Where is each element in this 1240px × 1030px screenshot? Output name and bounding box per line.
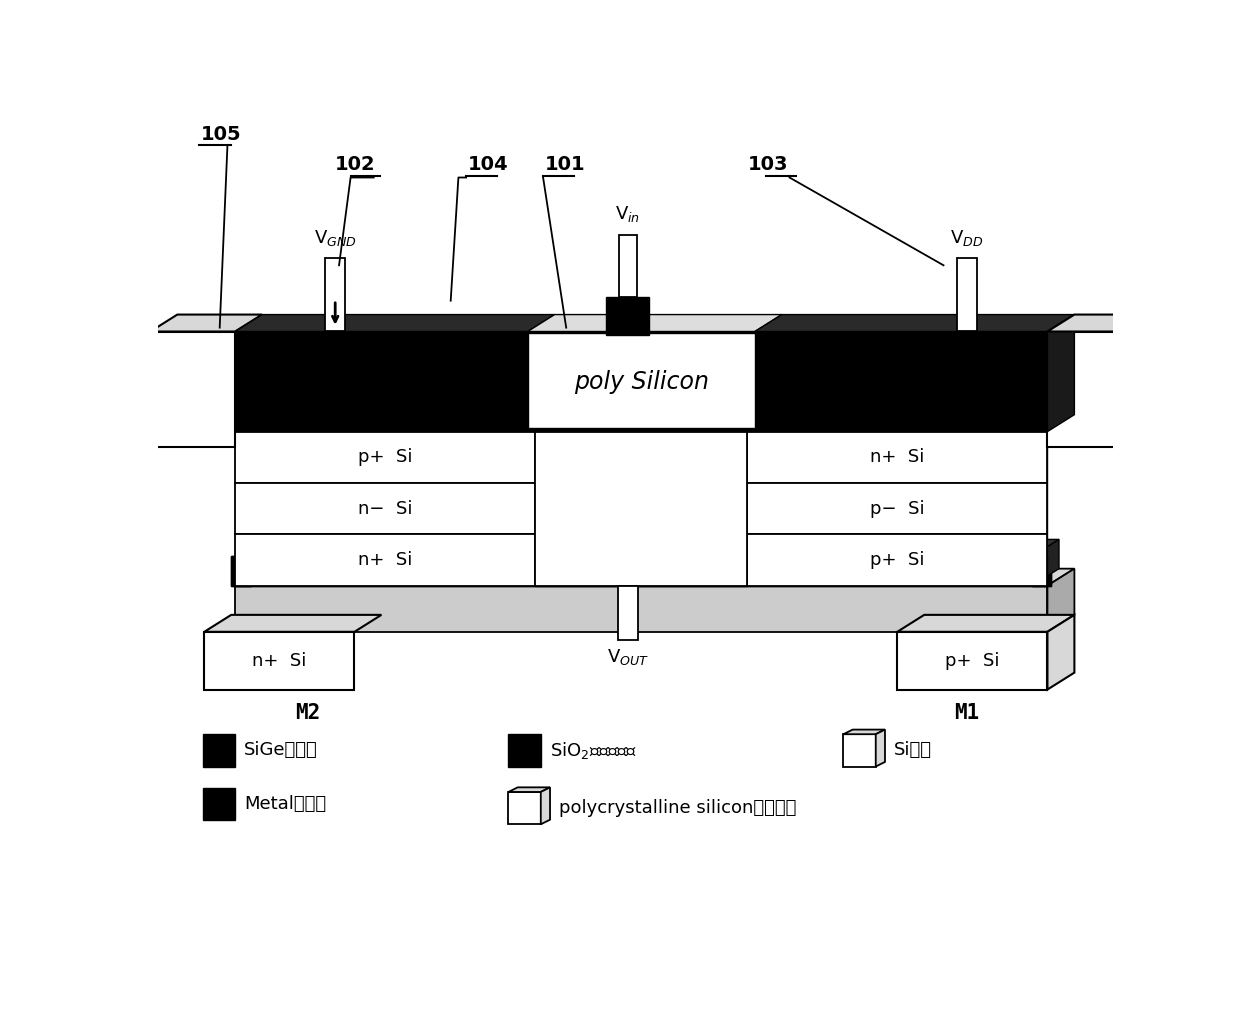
Polygon shape (1032, 556, 1052, 586)
Polygon shape (236, 483, 536, 535)
Text: 101: 101 (544, 156, 585, 174)
Text: SiGe，锗硅: SiGe，锗硅 (244, 742, 319, 759)
Text: 102: 102 (335, 156, 376, 174)
Polygon shape (150, 332, 236, 447)
Polygon shape (508, 792, 541, 824)
Text: 104: 104 (467, 156, 508, 174)
Polygon shape (150, 314, 262, 332)
Polygon shape (205, 615, 382, 631)
Polygon shape (236, 432, 1048, 586)
Polygon shape (205, 631, 355, 689)
Text: p−  Si: p− Si (870, 500, 925, 518)
Polygon shape (898, 615, 1074, 631)
Polygon shape (536, 432, 748, 586)
Text: n+  Si: n+ Si (870, 448, 925, 467)
Polygon shape (1048, 615, 1074, 689)
Polygon shape (1132, 314, 1159, 447)
Text: V$_{in}$: V$_{in}$ (615, 204, 640, 224)
Polygon shape (508, 734, 541, 766)
Polygon shape (236, 432, 536, 483)
Text: Metal，金属: Metal，金属 (244, 795, 326, 814)
Text: V$_{DD}$: V$_{DD}$ (950, 229, 983, 248)
Polygon shape (236, 556, 250, 586)
Polygon shape (250, 540, 1059, 556)
Text: Si，硅: Si，硅 (894, 742, 932, 759)
Polygon shape (748, 432, 1048, 483)
Polygon shape (236, 535, 536, 586)
Polygon shape (956, 258, 977, 331)
Polygon shape (508, 787, 551, 792)
Text: n−  Si: n− Si (358, 500, 413, 518)
Polygon shape (536, 556, 748, 586)
Polygon shape (528, 333, 755, 427)
Polygon shape (748, 483, 1048, 535)
Text: poly Silicon: poly Silicon (574, 370, 709, 393)
Polygon shape (1032, 556, 1048, 586)
Text: M2: M2 (295, 702, 321, 723)
Polygon shape (898, 631, 1048, 689)
Polygon shape (236, 586, 1048, 631)
Text: n+  Si: n+ Si (252, 652, 306, 670)
Polygon shape (748, 535, 1048, 586)
Text: 103: 103 (748, 156, 787, 174)
Text: 105: 105 (201, 125, 241, 143)
Polygon shape (843, 734, 875, 766)
Polygon shape (618, 586, 637, 640)
Polygon shape (541, 787, 551, 824)
Polygon shape (1048, 314, 1074, 432)
Polygon shape (619, 235, 637, 297)
Polygon shape (1048, 569, 1074, 631)
Polygon shape (1048, 332, 1132, 447)
Polygon shape (1032, 540, 1059, 586)
Polygon shape (1048, 314, 1159, 332)
Text: SiO$_{2}$，二氧化硅: SiO$_{2}$，二氧化硅 (551, 740, 636, 761)
Text: V$_{GND}$: V$_{GND}$ (314, 229, 357, 248)
Polygon shape (231, 556, 1052, 586)
Text: polycrystalline silicon，多晶硅: polycrystalline silicon，多晶硅 (559, 799, 796, 817)
Polygon shape (236, 314, 554, 332)
Text: p+  Si: p+ Si (870, 551, 925, 569)
Polygon shape (325, 258, 345, 331)
Polygon shape (203, 788, 236, 821)
Text: p+  Si: p+ Si (358, 448, 413, 467)
Text: M1: M1 (954, 702, 980, 723)
Text: V$_{OUT}$: V$_{OUT}$ (606, 647, 649, 667)
Polygon shape (236, 569, 1074, 586)
Polygon shape (875, 729, 885, 766)
Polygon shape (606, 297, 650, 336)
Text: n+  Si: n+ Si (358, 551, 413, 569)
Polygon shape (755, 314, 1074, 332)
Polygon shape (203, 734, 236, 766)
Polygon shape (231, 556, 250, 586)
Text: p+  Si: p+ Si (945, 652, 999, 670)
Polygon shape (236, 332, 1048, 432)
Polygon shape (528, 314, 781, 332)
Polygon shape (843, 729, 885, 734)
